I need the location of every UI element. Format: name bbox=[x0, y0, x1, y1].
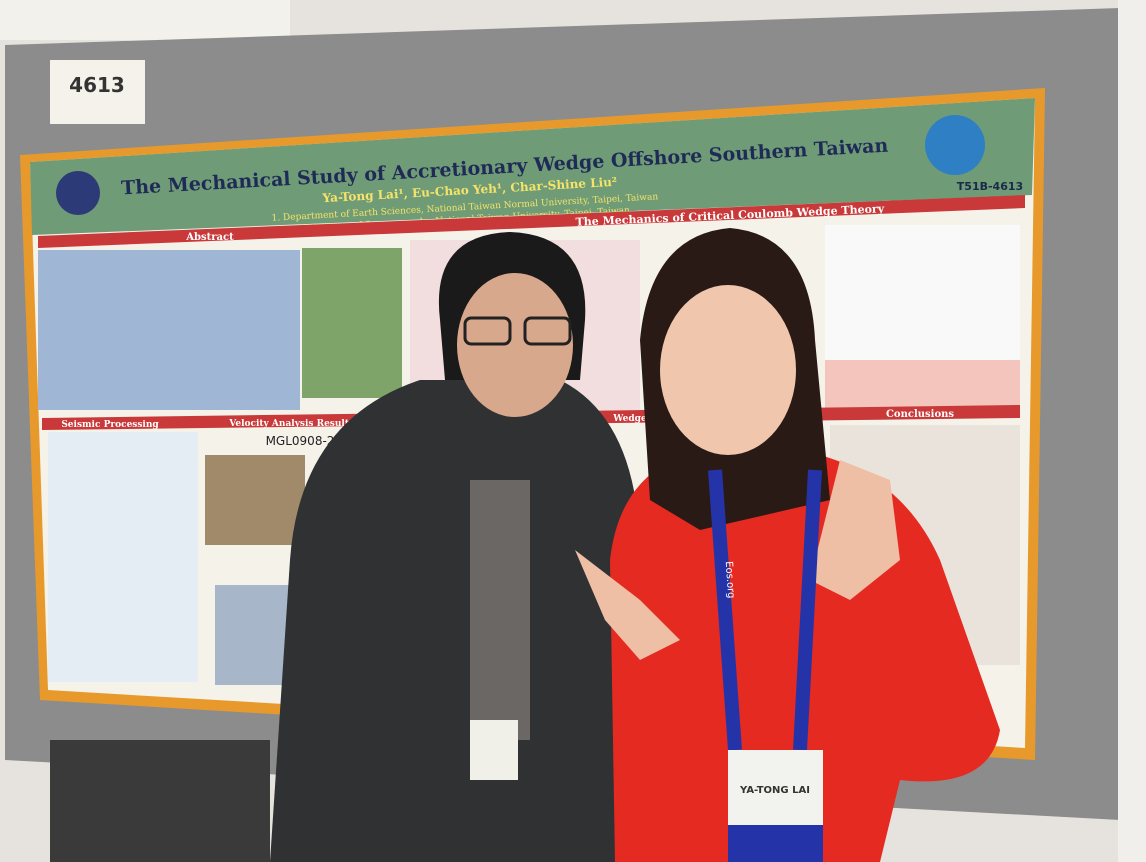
equation-box bbox=[825, 360, 1020, 408]
figure-label: MGL0908-2 bbox=[266, 434, 335, 448]
wall-light bbox=[0, 0, 290, 40]
badge-name: YA-TONG LAI bbox=[739, 785, 810, 796]
badge-left bbox=[470, 720, 518, 780]
velocity-section bbox=[215, 585, 295, 685]
board-number-card bbox=[50, 60, 145, 124]
flowchart bbox=[48, 432, 198, 682]
seismic-section bbox=[205, 455, 305, 545]
person-left-face bbox=[457, 273, 573, 417]
lanyard bbox=[793, 469, 822, 751]
hand-right bbox=[810, 460, 900, 600]
person-left-sweater bbox=[470, 480, 530, 740]
institute-logo bbox=[925, 115, 985, 175]
person-right-face bbox=[660, 285, 796, 455]
lanyard-text: Eos.org bbox=[723, 561, 737, 599]
section-bar bbox=[38, 195, 1025, 248]
person-left-jacket bbox=[270, 380, 640, 862]
section-heading: Wedge bbox=[612, 414, 647, 424]
section-heading: Velocity Analysis Result and bbox=[228, 419, 371, 429]
glasses bbox=[523, 316, 572, 346]
section-heading: Conclusions bbox=[886, 409, 954, 420]
university-logo bbox=[56, 171, 100, 215]
section-heading: Abstract bbox=[185, 232, 234, 243]
session-code: T51B-4613 bbox=[957, 180, 1023, 193]
hand-left bbox=[575, 550, 680, 660]
badge-ribbon bbox=[728, 825, 823, 862]
lanyard bbox=[708, 469, 742, 751]
glasses bbox=[463, 316, 512, 346]
strength-plot bbox=[825, 225, 1020, 360]
neighbor-poster bbox=[1118, 0, 1146, 862]
table-stand bbox=[50, 740, 270, 862]
map-figure bbox=[302, 248, 402, 398]
poster-header bbox=[30, 98, 1035, 235]
abstract-text-block bbox=[38, 250, 300, 410]
section-heading: Seismic Processing bbox=[61, 420, 159, 430]
board-number: 4613 bbox=[69, 73, 125, 97]
